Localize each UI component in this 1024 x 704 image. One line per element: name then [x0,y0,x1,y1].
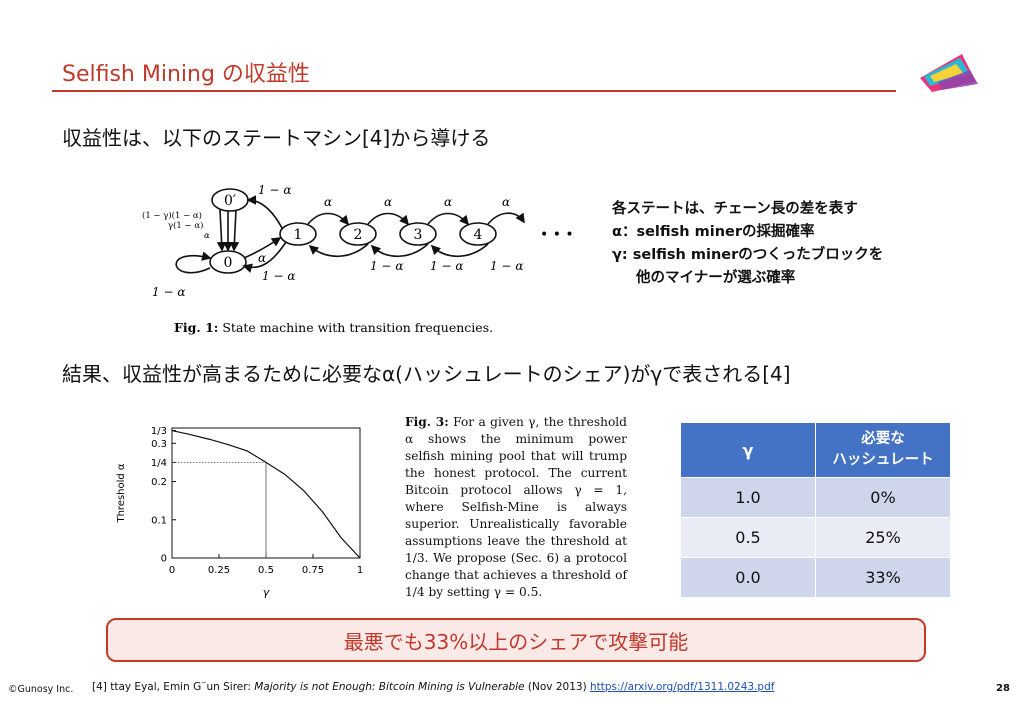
table-header-rate: 必要なハッシュレート [815,422,951,478]
x-axis-label: γ [263,586,270,599]
reference: [4] ttay Eyal, Emin G¨un Sirer: Majority… [92,681,774,693]
y-tick-label: 0 [161,554,167,565]
cell-rate: 33% [815,557,951,598]
state-4: 4 [474,227,483,243]
state-2: 2 [354,227,363,243]
label-back-3: 1 − α [490,259,523,273]
ref-link[interactable]: https://arxiv.org/pdf/1311.0243.pdf [590,681,775,693]
label-back-1: 1 − α [370,259,403,273]
ref-date: (Nov 2013) [524,681,590,693]
label-top: 1 − α [258,183,291,197]
label-back-2: 1 − α [430,259,463,273]
cell-rate: 0% [815,477,951,518]
table-row: 0.0 33% [680,557,951,598]
ref-title: Majority is not Enough: Bitcoin Mining i… [254,681,525,693]
note-line-2: α：selfish minerの採掘確率 [612,224,815,240]
state-0-prime: 0′ [224,193,236,209]
fig3-caption-text: For a given γ, the threshold α shows the… [405,415,627,599]
threshold-chart: 0 0.25 0.5 0.75 1 0 0.1 0.2 1/4 0.3 1/3 γ Threshol… [116,426,363,599]
table-header-gamma: γ [680,422,816,478]
slide-title: Selfish Mining の収益性 [62,62,310,87]
y-tick-label: 1/3 [151,426,167,437]
y-tick-label: 0.1 [151,515,167,526]
notes-box: 各ステートは、チェーン長の差を表す α：selfish minerの採掘確率 γ… [612,198,883,290]
gunosy-logo-icon [920,54,978,92]
table-header-rate-l2: ハッシュレート [832,452,934,468]
table-row: 1.0 0% [680,477,951,518]
fig3-caption: Fig. 3: For a given γ, the threshold α s… [405,414,627,601]
y-axis-label: Threshold α [116,463,127,523]
fig1-caption-bold: Fig. 1: [174,320,218,335]
x-tick-label: 1 [357,565,363,576]
y-tick-label: 0.3 [151,439,167,450]
label-bottom: 1 − α [262,269,295,283]
ellipsis: • • • [540,227,574,243]
x-tick-label: 0 [169,565,175,576]
note-line-4: 他のマイナーが選ぶ確率 [636,270,796,286]
cell-rate: 25% [815,517,951,558]
table-row: 0.5 25% [680,517,951,558]
copyright: ©Gunosy Inc. [8,684,74,695]
heading-state-machine: 収益性は、以下のステートマシン[4]から導ける [62,126,491,150]
heading-result: 結果、収益性が高まるために必要なα(ハッシュレートのシェア)がγで表される[4] [62,362,791,386]
label-gamma-top: (1 − γ)(1 − α) [142,210,202,221]
cell-gamma: 0.5 [680,517,816,558]
y-tick-label: 0.2 [151,477,167,488]
note-line-3: γ: selfish minerのつくったブロックを [612,247,884,263]
label-alpha-3: α [444,195,452,209]
fig1-caption-rest: State machine with transition frequencie… [218,320,493,335]
label-alpha-2: α [384,195,392,209]
label-gamma-alpha: α [204,231,210,241]
fig1-caption: Fig. 1: State machine with transition fr… [174,320,493,335]
y-tick-label: 1/4 [151,458,167,469]
state-machine-diagram: 0′ 0 1 2 3 4 • • • 1 − α (1 − γ)(1 − α) … [142,183,574,335]
label-alpha-1: α [324,195,332,209]
table-header-rate-l1: 必要な [861,431,905,447]
ref-prefix: [4] ttay Eyal, Emin G¨un Sirer: [92,681,255,693]
state-3: 3 [414,227,423,243]
label-gamma-mid: γ(1 − α) [168,220,203,231]
page-number: 28 [996,683,1010,694]
x-tick-label: 0.25 [208,565,230,576]
threshold-curve [171,429,361,559]
conclusion-callout: 最悪でも33%以上のシェアで攻撃可能 [106,618,926,662]
label-self-loop: 1 − α [152,285,185,299]
state-0: 0 [224,255,233,271]
x-tick-label: 0.5 [258,565,274,576]
label-alpha-4: α [502,195,510,209]
results-table: γ 必要なハッシュレート 1.0 0% 0.5 25% 0.0 33% [680,422,951,598]
title-underline [52,90,896,92]
state-1: 1 [294,227,303,243]
cell-gamma: 0.0 [680,557,816,598]
label-alpha-0: α [258,251,266,265]
note-line-1: 各ステートは、チェーン長の差を表す [612,201,858,217]
fig3-caption-bold: Fig. 3: [405,415,449,429]
x-tick-label: 0.75 [302,565,324,576]
cell-gamma: 1.0 [680,477,816,518]
